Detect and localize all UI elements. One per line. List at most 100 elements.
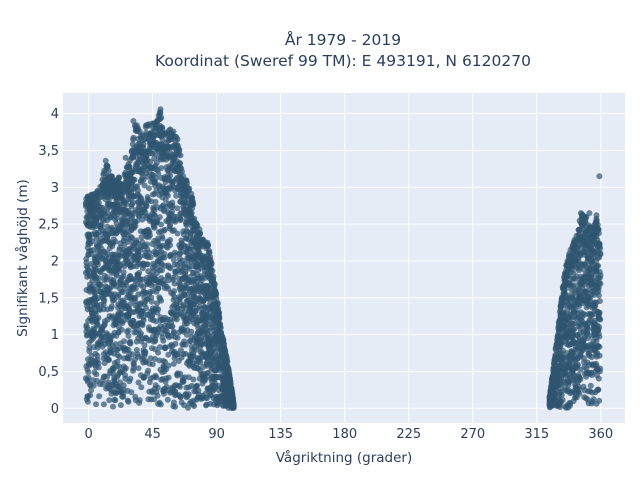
data-point <box>587 224 594 231</box>
data-point <box>129 351 136 358</box>
data-point <box>152 335 159 342</box>
data-point <box>132 207 139 214</box>
data-point <box>165 209 172 216</box>
data-point <box>172 133 179 140</box>
data-point <box>162 145 169 152</box>
data-point <box>564 258 571 265</box>
data-point <box>566 399 573 406</box>
data-point <box>193 396 200 403</box>
data-point <box>140 317 147 324</box>
data-point <box>206 341 213 348</box>
data-point <box>92 196 99 203</box>
data-point <box>135 365 142 372</box>
data-point <box>110 236 117 243</box>
data-point <box>184 229 191 235</box>
data-point <box>141 342 148 349</box>
data-point <box>181 191 188 198</box>
data-point <box>187 303 194 309</box>
data-point <box>194 233 200 240</box>
data-point <box>587 382 594 389</box>
data-point <box>134 353 141 360</box>
data-point <box>83 219 89 226</box>
data-point <box>223 360 230 367</box>
data-point <box>198 335 204 342</box>
data-point <box>185 255 192 262</box>
data-point <box>146 185 152 192</box>
data-point <box>138 384 145 391</box>
data-point <box>85 251 92 258</box>
data-point <box>158 267 165 274</box>
x-tick-label: 225 <box>396 427 421 442</box>
data-point <box>140 137 146 144</box>
data-point <box>91 218 98 225</box>
data-point <box>143 261 150 268</box>
data-point <box>135 379 142 386</box>
data-point <box>147 355 154 362</box>
data-point <box>584 346 591 353</box>
data-point <box>127 375 134 382</box>
data-point <box>130 317 137 324</box>
data-point <box>157 366 164 373</box>
data-point <box>229 392 236 399</box>
data-point <box>132 298 138 305</box>
data-point <box>107 347 114 354</box>
data-point <box>171 355 178 362</box>
data-point <box>105 379 112 386</box>
data-point <box>105 332 112 339</box>
data-point <box>557 368 564 374</box>
data-point <box>171 155 177 161</box>
data-point <box>574 315 580 322</box>
data-point <box>160 325 166 332</box>
data-point <box>99 183 106 190</box>
data-point <box>213 374 220 381</box>
data-point <box>120 269 127 276</box>
data-point <box>595 275 602 282</box>
data-point <box>208 373 215 380</box>
data-point <box>121 366 128 373</box>
data-point <box>558 354 565 360</box>
data-point <box>101 373 108 380</box>
data-point <box>164 316 171 323</box>
y-tick-label: 4 <box>51 107 59 122</box>
y-tick-label: 0 <box>51 402 59 417</box>
data-point <box>104 223 111 230</box>
data-point <box>186 338 193 345</box>
data-point <box>140 284 147 291</box>
data-point <box>146 228 153 235</box>
data-point <box>568 291 575 298</box>
data-point <box>118 192 125 199</box>
x-tick-label: 135 <box>268 427 293 442</box>
data-point <box>559 397 566 403</box>
data-point <box>94 321 101 328</box>
data-point <box>206 295 213 302</box>
data-point <box>206 352 213 359</box>
data-point <box>130 361 137 368</box>
data-point <box>100 289 106 296</box>
data-point <box>169 228 176 234</box>
data-point <box>199 392 206 399</box>
data-point <box>136 260 143 267</box>
data-point <box>197 329 204 336</box>
data-point <box>575 267 582 274</box>
data-point <box>226 376 233 383</box>
data-point <box>580 329 587 336</box>
data-point <box>130 134 137 141</box>
data-point <box>97 269 104 276</box>
data-point <box>170 328 177 335</box>
data-point <box>169 304 176 311</box>
data-point <box>104 274 111 281</box>
data-point <box>596 323 603 330</box>
data-point <box>83 363 90 370</box>
data-point <box>176 148 182 155</box>
data-point <box>169 291 176 297</box>
data-point <box>143 275 150 281</box>
data-point <box>585 319 592 326</box>
data-point <box>91 275 98 282</box>
data-point <box>156 278 163 285</box>
data-point <box>146 388 153 395</box>
data-point <box>171 184 178 191</box>
data-point <box>123 253 130 259</box>
data-point <box>134 248 141 255</box>
data-point <box>168 341 175 348</box>
data-point <box>592 347 599 354</box>
